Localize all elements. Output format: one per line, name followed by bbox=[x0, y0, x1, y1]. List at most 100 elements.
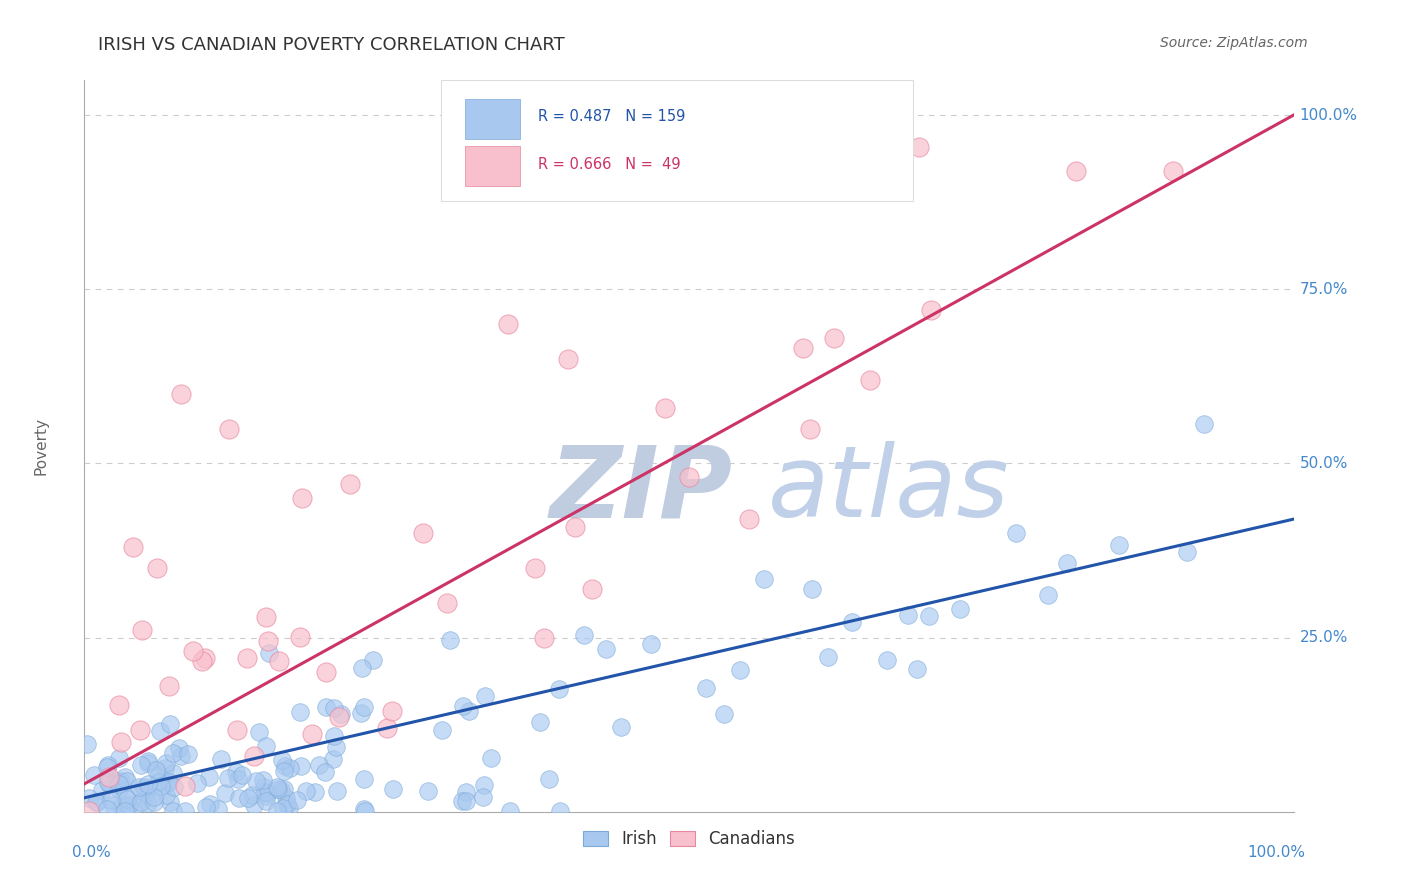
Point bbox=[273, 782, 295, 797]
Legend: Irish, Canadians: Irish, Canadians bbox=[576, 823, 801, 855]
Point bbox=[254, 739, 277, 753]
Point bbox=[217, 772, 239, 786]
Text: 25.0%: 25.0% bbox=[1299, 630, 1348, 645]
Point bbox=[375, 721, 398, 735]
Point bbox=[225, 764, 247, 779]
Point bbox=[859, 373, 882, 387]
Point bbox=[76, 737, 98, 751]
Point bbox=[117, 773, 139, 788]
Point bbox=[245, 774, 267, 789]
Point bbox=[381, 704, 404, 718]
Point bbox=[267, 782, 290, 797]
Point bbox=[290, 758, 312, 772]
Point bbox=[177, 747, 200, 761]
Point bbox=[104, 774, 127, 789]
Point bbox=[254, 785, 277, 799]
Point bbox=[91, 783, 114, 797]
Point bbox=[738, 128, 761, 143]
Point bbox=[897, 608, 920, 623]
Point bbox=[329, 707, 352, 722]
Point bbox=[436, 596, 458, 610]
Point bbox=[103, 798, 125, 813]
Point bbox=[273, 764, 295, 779]
Point bbox=[84, 795, 107, 809]
Point bbox=[169, 748, 191, 763]
Point bbox=[136, 756, 159, 771]
Point bbox=[738, 512, 761, 526]
Point bbox=[572, 628, 595, 642]
Point bbox=[1036, 588, 1059, 602]
Point bbox=[198, 797, 221, 811]
Point bbox=[209, 751, 232, 765]
Point bbox=[150, 779, 173, 793]
Point bbox=[328, 710, 350, 724]
Point bbox=[124, 797, 146, 812]
Point bbox=[83, 768, 105, 782]
Point bbox=[291, 491, 314, 506]
Point bbox=[97, 775, 120, 789]
Point bbox=[162, 766, 184, 780]
Point bbox=[285, 793, 308, 807]
Point bbox=[454, 784, 477, 798]
Point bbox=[277, 801, 299, 815]
Point bbox=[322, 730, 344, 744]
Point bbox=[159, 795, 181, 809]
Point bbox=[271, 754, 294, 768]
Point bbox=[135, 787, 157, 801]
Point bbox=[823, 331, 845, 345]
Point bbox=[678, 470, 700, 484]
Point bbox=[354, 804, 377, 818]
Point bbox=[352, 661, 374, 675]
Point bbox=[181, 644, 204, 658]
Point bbox=[610, 720, 633, 734]
Point bbox=[136, 796, 159, 810]
Text: Source: ZipAtlas.com: Source: ZipAtlas.com bbox=[1160, 36, 1308, 50]
Text: 100.0%: 100.0% bbox=[1299, 108, 1358, 122]
Point bbox=[254, 609, 277, 624]
Point bbox=[817, 650, 839, 665]
Point bbox=[524, 561, 547, 575]
Point bbox=[257, 647, 280, 661]
Point bbox=[256, 794, 278, 808]
Point bbox=[96, 802, 118, 816]
Text: Poverty: Poverty bbox=[34, 417, 48, 475]
Point bbox=[228, 790, 250, 805]
Point bbox=[97, 770, 120, 784]
Point bbox=[115, 798, 138, 813]
Point bbox=[77, 804, 100, 818]
Point bbox=[271, 801, 294, 815]
Point bbox=[174, 804, 197, 818]
Point bbox=[339, 477, 361, 491]
Point bbox=[550, 804, 572, 818]
Point bbox=[114, 770, 136, 784]
Point bbox=[115, 792, 138, 806]
Point bbox=[529, 714, 551, 729]
Point bbox=[496, 317, 519, 331]
Point bbox=[301, 726, 323, 740]
Point bbox=[472, 789, 495, 804]
Point bbox=[131, 784, 153, 798]
Point bbox=[110, 799, 132, 814]
Point bbox=[801, 582, 824, 596]
Point bbox=[163, 780, 186, 794]
Point bbox=[557, 351, 579, 366]
Point bbox=[1064, 164, 1087, 178]
Point bbox=[243, 797, 266, 812]
Point bbox=[155, 788, 177, 802]
Point bbox=[454, 794, 477, 808]
Point bbox=[110, 773, 132, 788]
Point bbox=[451, 794, 474, 808]
Point bbox=[581, 582, 603, 596]
Text: 50.0%: 50.0% bbox=[1299, 456, 1348, 471]
Point bbox=[695, 681, 717, 695]
Point bbox=[353, 700, 375, 714]
Point bbox=[117, 797, 139, 812]
Point bbox=[325, 739, 347, 754]
Point bbox=[98, 777, 121, 791]
Text: R = 0.666   N =  49: R = 0.666 N = 49 bbox=[538, 157, 681, 172]
Point bbox=[274, 758, 297, 772]
Point bbox=[595, 641, 617, 656]
Point bbox=[134, 780, 156, 794]
Point bbox=[257, 634, 280, 648]
Point bbox=[326, 784, 349, 798]
